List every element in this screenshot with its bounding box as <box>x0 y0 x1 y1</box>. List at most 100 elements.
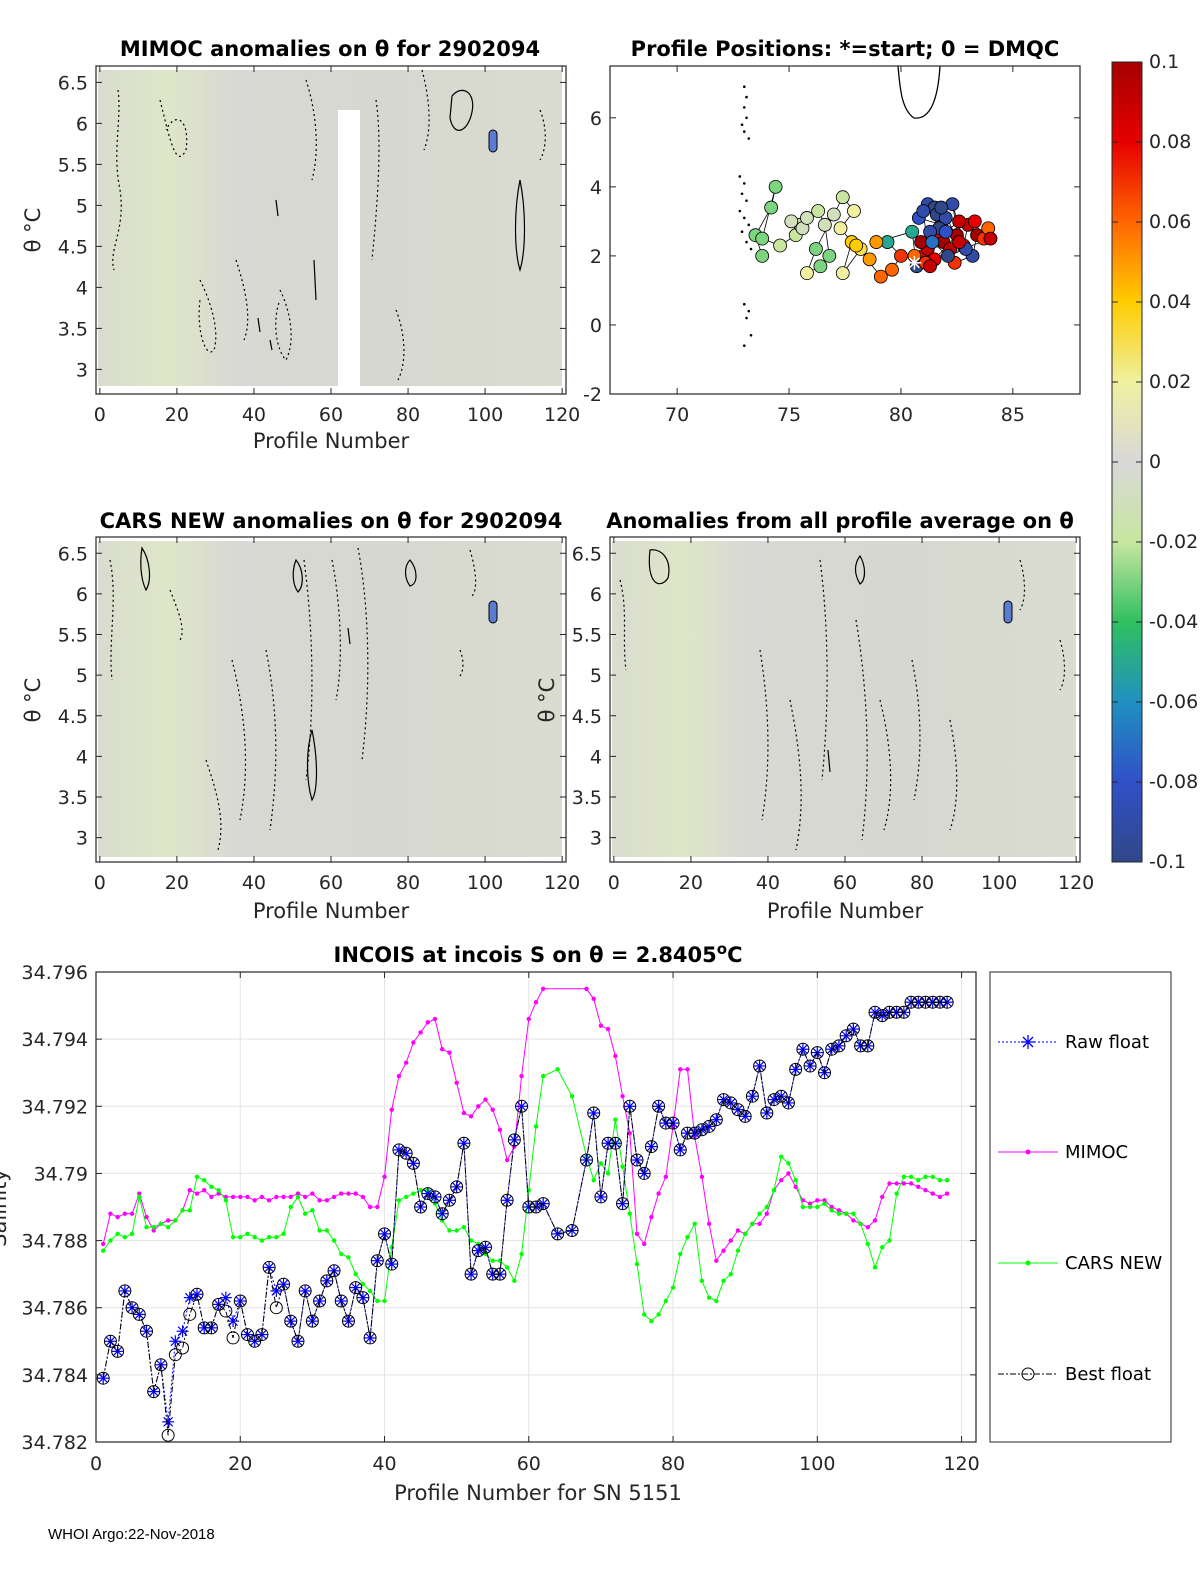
position-point <box>952 214 967 229</box>
y-tick-label: 4 <box>590 746 602 768</box>
y-tick-label: 3 <box>76 359 88 381</box>
point-mimoc <box>865 1224 871 1230</box>
point-mimoc <box>901 1181 907 1186</box>
point-mimoc <box>908 1181 914 1186</box>
x-tick-label: 0 <box>608 872 620 894</box>
positions-panel: Profile Positions: *=start; 0 = DMQC 70 7… <box>583 37 1081 426</box>
position-point <box>923 259 937 274</box>
point-best-float <box>536 1197 550 1211</box>
point-best-float <box>269 1301 283 1315</box>
point-mimoc <box>302 1194 308 1200</box>
point-mimoc <box>894 1181 899 1186</box>
point-best-float <box>522 1200 536 1214</box>
point-raw-float <box>162 1415 175 1428</box>
colorbar-ticks: 0.1 0.08 0.06 0.04 0.02 0 -0.02 -0.04 -0.06 -0.08… <box>1112 51 1198 873</box>
point-best-float <box>594 1190 608 1204</box>
point-raw-float <box>861 1039 874 1052</box>
x-tick-label: 120 <box>943 1453 979 1475</box>
point-cars-new <box>230 1235 236 1240</box>
avg-blue-blob <box>1003 600 1013 624</box>
point-mimoc <box>490 1107 495 1112</box>
position-point <box>885 262 899 277</box>
point-mimoc <box>591 996 596 1002</box>
point-raw-float <box>263 1261 276 1274</box>
cars-ylabel: θ °C <box>21 678 45 723</box>
point-cars-new <box>302 1211 308 1216</box>
cars-xlabel: Profile Number <box>253 899 410 923</box>
point-cars-new <box>641 1312 647 1317</box>
salinity-ylabel: Salinity <box>0 1169 11 1247</box>
point-raw-float <box>515 1100 528 1113</box>
point-cars-new <box>375 1298 380 1304</box>
point-best-float <box>803 1059 817 1073</box>
point-raw-float <box>227 1315 240 1328</box>
x-tick-label: 120 <box>1058 872 1094 894</box>
x-tick-label: 0 <box>94 404 106 426</box>
point-cars-new <box>288 1204 293 1210</box>
x-tick-label: 80 <box>910 872 934 894</box>
x-tick-label: 0 <box>94 872 106 894</box>
point-best-float <box>529 1200 543 1214</box>
point-mimoc <box>194 1191 200 1196</box>
position-point <box>826 207 841 222</box>
point-mimoc <box>281 1194 286 1200</box>
x-tick-label: 100 <box>981 872 1017 894</box>
mimoc-contours <box>112 69 546 381</box>
point-best-float <box>132 1307 146 1321</box>
y-tick-label: 4.5 <box>58 706 88 728</box>
colorbar-tick-label: -0.04 <box>1149 611 1198 633</box>
point-best-float <box>471 1244 485 1258</box>
point-cars-new <box>634 1261 640 1267</box>
point-mimoc <box>641 1241 647 1247</box>
point-best-float <box>608 1136 622 1150</box>
point-mimoc <box>944 1191 950 1196</box>
point-best-float <box>832 1039 846 1053</box>
y-tick-label: 34.788 <box>22 1231 88 1253</box>
point-best-float <box>125 1301 139 1315</box>
x-tick-label: 40 <box>372 1453 396 1475</box>
salinity-panel: INCOIS at incois S on θ = 2.8405oC 0 20 40… <box>0 940 1172 1505</box>
coast-dot <box>742 130 746 133</box>
y-tick-label: 4 <box>76 277 88 299</box>
point-mimoc <box>317 1198 322 1203</box>
coast-dot <box>745 199 748 202</box>
point-cars-new <box>533 1124 539 1129</box>
point-cars-new <box>310 1208 315 1213</box>
point-mimoc <box>295 1191 301 1196</box>
point-mimoc <box>382 1174 387 1179</box>
x-tick-label: 40 <box>242 404 266 426</box>
y-tick-label: 6 <box>76 113 88 135</box>
point-best-float <box>363 1331 377 1345</box>
point-best-float <box>428 1190 442 1204</box>
point-mimoc <box>872 1218 878 1223</box>
point-cars-new <box>238 1235 243 1240</box>
point-cars-new <box>382 1298 387 1304</box>
position-point <box>811 204 826 218</box>
point-raw-float <box>356 1291 369 1304</box>
point-mimoc <box>721 1248 726 1253</box>
x-tick-label: 120 <box>544 404 580 426</box>
point-cars-new <box>367 1288 373 1294</box>
point-cars-new <box>541 1073 546 1079</box>
point-mimoc <box>201 1188 207 1193</box>
legend-mimoc-label: MIMOC <box>1065 1142 1128 1163</box>
x-tick-label: 80 <box>396 404 420 426</box>
coast-dot <box>742 85 746 89</box>
point-mimoc <box>403 1060 409 1065</box>
point-mimoc <box>663 1174 669 1179</box>
point-raw-float <box>832 1039 845 1052</box>
point-mimoc <box>187 1188 192 1193</box>
point-mimoc <box>476 1104 481 1109</box>
point-mimoc <box>851 1218 856 1223</box>
point-best-float <box>103 1334 117 1348</box>
point-mimoc <box>165 1218 171 1223</box>
point-cars-new <box>613 1117 618 1122</box>
point-mimoc <box>598 1023 604 1028</box>
point-best-float <box>911 995 925 1009</box>
point-cars-new <box>923 1174 928 1179</box>
point-cars-new <box>555 1067 560 1072</box>
point-mimoc <box>238 1194 243 1200</box>
position-point <box>773 238 787 253</box>
point-cars-new <box>108 1238 113 1243</box>
position-points <box>748 179 998 284</box>
